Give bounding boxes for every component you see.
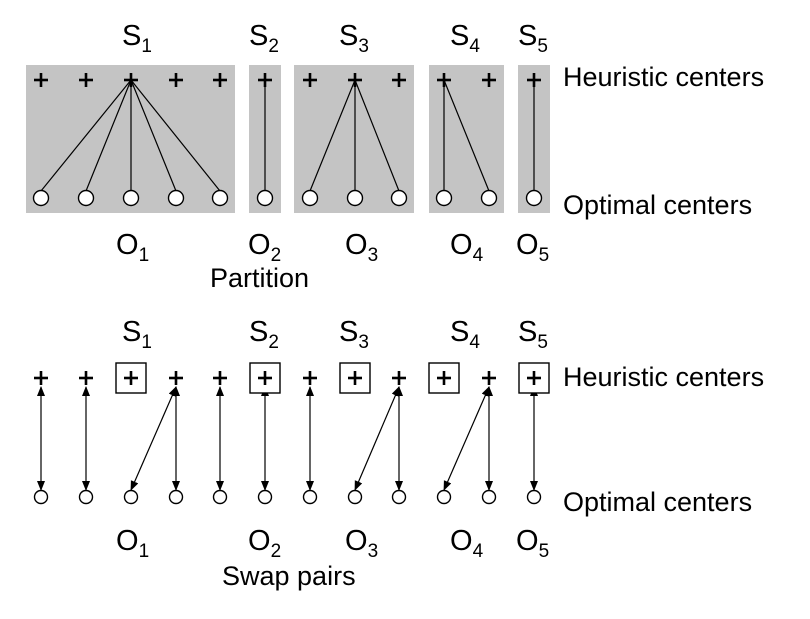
partition-o-labels: O1 O2 O3 O4 O5 xyxy=(116,229,549,266)
heuristic-center-plus xyxy=(213,371,227,385)
optimal-center-node xyxy=(391,489,407,505)
partition-edge xyxy=(85,79,132,192)
s-label: S2 xyxy=(249,316,279,353)
optimal-center-node xyxy=(256,189,274,207)
swap-caption: Swap pairs xyxy=(222,561,356,591)
partition-edges xyxy=(40,79,535,192)
partition-edge xyxy=(130,79,221,192)
heuristic-center-plus xyxy=(124,73,138,87)
optimal-center-node xyxy=(301,189,319,207)
swap-s-labels: S1 S2 S3 S4 S5 xyxy=(122,316,548,353)
heuristic-center-plus xyxy=(392,371,406,385)
o-label: O4 xyxy=(450,229,484,266)
partition-edge xyxy=(354,79,400,192)
s-label: S1 xyxy=(122,20,152,57)
s-label: S1 xyxy=(122,316,152,353)
heuristic-center-plus xyxy=(527,73,541,87)
optimal-center-node xyxy=(346,189,364,207)
s-label: S2 xyxy=(249,20,279,57)
optimal-center-node xyxy=(32,189,50,207)
partition-edge xyxy=(309,79,356,192)
heuristic-center-plus xyxy=(392,73,406,87)
heuristic-center-plus xyxy=(124,371,138,385)
optimal-centers-label: Optimal centers xyxy=(563,190,752,220)
heuristic-center-plus xyxy=(79,73,93,87)
optimal-center-node xyxy=(257,489,273,505)
optimal-center-node xyxy=(211,189,229,207)
optimal-center-node xyxy=(123,489,139,505)
optimal-center-node xyxy=(347,489,363,505)
s-label: S5 xyxy=(518,20,548,57)
swap-pair-arrow xyxy=(443,386,490,491)
optimal-center-node xyxy=(168,489,184,505)
top-heuristic-centers xyxy=(34,73,541,87)
o-label: O5 xyxy=(516,525,549,562)
optimal-center-node xyxy=(436,489,452,505)
heuristic-center-plus xyxy=(258,73,272,87)
o-label: O3 xyxy=(345,229,378,266)
o-label: O1 xyxy=(116,229,149,266)
partition-panel-3 xyxy=(294,65,414,213)
o-label: O3 xyxy=(345,525,378,562)
bottom-heuristic-centers xyxy=(34,362,550,394)
heuristic-centers-label: Heuristic centers xyxy=(563,62,764,92)
optimal-center-node xyxy=(167,189,185,207)
heuristic-center-plus xyxy=(348,73,362,87)
bottom-optimal-centers xyxy=(33,489,542,505)
heuristic-center-plus xyxy=(169,73,183,87)
top-optimal-centers xyxy=(32,189,543,207)
heuristic-center-plus xyxy=(437,371,451,385)
partition-edge xyxy=(130,79,177,192)
o-label: O1 xyxy=(116,525,149,562)
optimal-center-node xyxy=(526,489,542,505)
heuristic-center-plus xyxy=(34,371,48,385)
partition-edge xyxy=(443,79,490,192)
swap-o-labels: O1 O2 O3 O4 O5 xyxy=(116,525,549,562)
heuristic-center-plus xyxy=(482,371,496,385)
partition-panels xyxy=(26,65,550,213)
o-label: O5 xyxy=(516,229,549,266)
optimal-center-node xyxy=(480,189,498,207)
heuristic-center-plus xyxy=(34,73,48,87)
s-label: S3 xyxy=(339,316,369,353)
o-label: O2 xyxy=(248,525,281,562)
partition-caption: Partition xyxy=(210,263,309,293)
optimal-center-node xyxy=(525,189,543,207)
partition-panel-4 xyxy=(429,65,504,213)
optimal-center-node xyxy=(435,189,453,207)
partition-edge xyxy=(40,79,132,192)
heuristic-center-plus xyxy=(169,371,183,385)
o-label: O2 xyxy=(248,229,281,266)
optimal-center-node xyxy=(302,489,318,505)
optimal-centers-label: Optimal centers xyxy=(563,487,752,517)
heuristic-center-plus xyxy=(213,73,227,87)
optimal-center-node xyxy=(33,489,49,505)
optimal-center-node xyxy=(481,489,497,505)
partition-s-labels: S1 S2 S3 S4 S5 xyxy=(122,20,548,57)
swap-pair-arrow xyxy=(130,386,177,491)
heuristic-center-plus xyxy=(303,371,317,385)
heuristic-center-plus xyxy=(348,371,362,385)
swap-pair-arrow xyxy=(354,386,400,491)
o-label: O4 xyxy=(450,525,484,562)
heuristic-center-plus xyxy=(482,73,496,87)
optimal-center-node xyxy=(212,489,228,505)
s-label: S4 xyxy=(450,316,480,353)
heuristic-center-plus xyxy=(437,73,451,87)
optimal-center-node xyxy=(78,489,94,505)
heuristic-center-plus xyxy=(258,371,272,385)
optimal-center-node xyxy=(122,189,140,207)
heuristic-centers-label: Heuristic centers xyxy=(563,362,764,392)
heuristic-center-plus xyxy=(79,371,93,385)
s-label: S3 xyxy=(339,20,369,57)
swap-edges xyxy=(37,386,538,491)
heuristic-center-plus xyxy=(527,371,541,385)
s-label: S5 xyxy=(518,316,548,353)
optimal-center-node xyxy=(390,189,408,207)
s-label: S4 xyxy=(450,20,480,57)
heuristic-center-plus xyxy=(303,73,317,87)
optimal-center-node xyxy=(77,189,95,207)
